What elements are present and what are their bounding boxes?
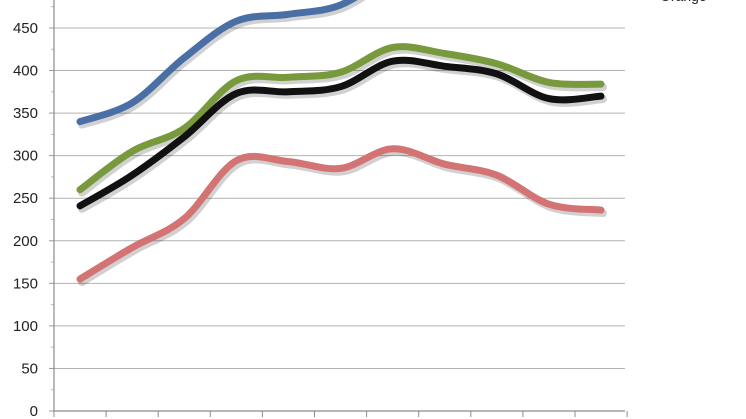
y-tick-label: 350	[13, 105, 38, 122]
y-tick-label: 250	[13, 190, 38, 207]
y-tick-label: 450	[13, 20, 38, 37]
axes	[49, 0, 628, 417]
legend: Orange	[660, 0, 707, 4]
series-green	[76, 43, 607, 197]
series-black-line	[76, 56, 605, 210]
y-tick-label: 150	[13, 275, 38, 292]
series-orange-line	[76, 145, 605, 283]
series-blue-shadow	[78, 0, 366, 129]
series-layer	[76, 0, 607, 287]
series-green-line	[76, 43, 605, 194]
y-tick-label: 400	[13, 63, 38, 80]
series-blue	[76, 0, 366, 129]
series-blue-line	[76, 0, 358, 126]
y-tick-label: 300	[13, 148, 38, 165]
series-black	[76, 56, 607, 213]
y-axis-tick-labels: 0 50 100 150 200 250 300 350 400 450	[13, 20, 38, 419]
series-orange	[76, 145, 607, 287]
y-tick-label: 0	[30, 403, 38, 419]
y-tick-label: 50	[21, 360, 38, 377]
y-tick-label: 200	[13, 233, 38, 250]
y-tick-label: 100	[13, 318, 38, 335]
legend-label-orange: Orange	[660, 0, 707, 4]
